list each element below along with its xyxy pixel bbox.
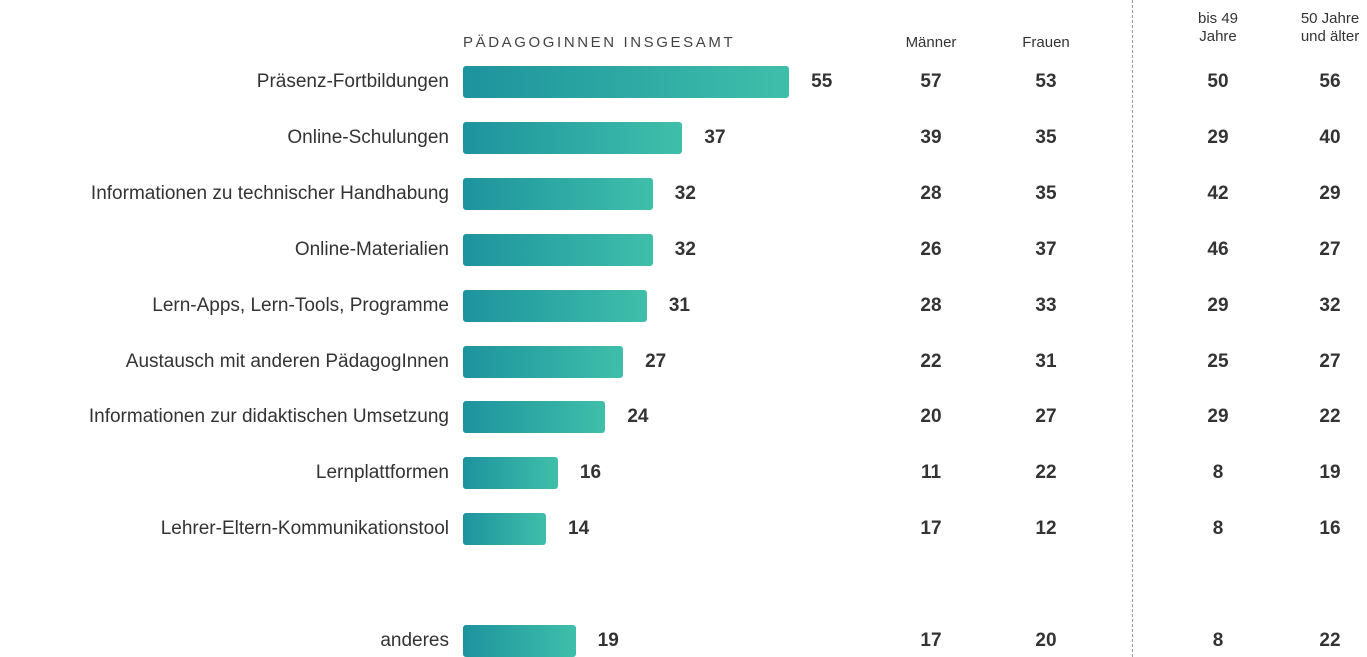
table-value: 40	[1319, 126, 1341, 148]
table-value: 42	[1207, 182, 1229, 204]
bar	[463, 457, 558, 490]
value-label: 37	[704, 126, 726, 148]
table-value: 35	[1035, 126, 1057, 148]
category-label: Informationen zur didaktischen Umsetzung	[88, 406, 449, 428]
column-header: Männer	[905, 34, 957, 51]
table-value: 28	[920, 294, 942, 316]
table-value: 17	[920, 630, 942, 651]
table-value: 26	[920, 238, 942, 260]
table-value: 22	[1319, 630, 1341, 651]
divider	[1132, 0, 1133, 657]
value-label: 19	[597, 630, 619, 651]
table-value: 16	[1319, 518, 1341, 540]
table-value: 12	[1035, 518, 1057, 540]
value-label: 32	[674, 238, 696, 260]
column-header: 50 Jahre und älter	[1300, 10, 1360, 45]
category-label: Lern-Apps, Lern-Tools, Programme	[152, 294, 449, 316]
table-value: 39	[920, 126, 942, 148]
table-value: 56	[1319, 71, 1341, 92]
category-label: Lernplattformen	[315, 462, 449, 484]
table-value: 29	[1207, 406, 1229, 428]
table-value: 27	[1319, 350, 1341, 372]
value-label: 16	[579, 462, 602, 484]
table-value: 8	[1212, 462, 1224, 484]
bar	[463, 289, 647, 322]
table-value: 22	[1035, 462, 1057, 484]
bar	[463, 66, 790, 98]
category-label: Informationen zu technischer Handhabung	[90, 182, 449, 204]
table-value: 53	[1035, 71, 1057, 92]
bar	[463, 401, 606, 434]
category-label: anderes	[380, 630, 449, 651]
category-label: Austausch mit anderen PädagogInnen	[125, 350, 449, 372]
bar	[463, 121, 683, 154]
bar	[463, 345, 624, 378]
table-value: 29	[1319, 182, 1341, 204]
table-value: 46	[1207, 238, 1229, 260]
table-value: 28	[920, 182, 942, 204]
table-value: 37	[1035, 238, 1057, 260]
value-label: 14	[568, 518, 590, 540]
table-value: 19	[1319, 462, 1341, 484]
table-value: 31	[1035, 350, 1057, 372]
table-value: 22	[1319, 406, 1341, 428]
table-value: 50	[1207, 71, 1229, 92]
table-value: 57	[920, 71, 942, 92]
category-label: Präsenz-Fortbildungen	[256, 71, 449, 92]
category-label: Lehrer-Eltern-Kommunikationstool	[160, 518, 449, 540]
bar	[463, 177, 653, 210]
table-value: 35	[1035, 182, 1057, 204]
bar	[463, 233, 653, 266]
table-value: 32	[1319, 294, 1341, 316]
value-label: 24	[627, 406, 649, 428]
value-label: 55	[811, 71, 833, 92]
table-value: 25	[1207, 350, 1229, 372]
value-label: 32	[674, 182, 696, 204]
table-value: 17	[920, 518, 942, 540]
table-value: 8	[1212, 630, 1224, 651]
category-label: Online-Schulungen	[287, 126, 449, 148]
table-value: 27	[1319, 238, 1341, 260]
column-header: bis 49 Jahre	[1197, 10, 1239, 45]
table-value: 27	[1035, 406, 1057, 428]
table-value: 20	[1035, 630, 1057, 651]
table-value: 8	[1212, 518, 1224, 540]
table-value: 33	[1035, 294, 1057, 316]
category-label: Online-Materialien	[294, 238, 449, 260]
value-label: 31	[668, 294, 690, 316]
table-value: 20	[920, 406, 942, 428]
column-header: Frauen	[1022, 34, 1070, 51]
value-label: 27	[645, 350, 667, 372]
table-value: 29	[1207, 294, 1229, 316]
table-value: 11	[920, 462, 942, 484]
table-value: 29	[1207, 126, 1229, 148]
table-value: 22	[920, 350, 942, 372]
chart-title: PÄDAGOGINNEN INSGESAMT	[463, 34, 736, 51]
bar	[463, 513, 547, 546]
bar	[463, 625, 576, 657]
